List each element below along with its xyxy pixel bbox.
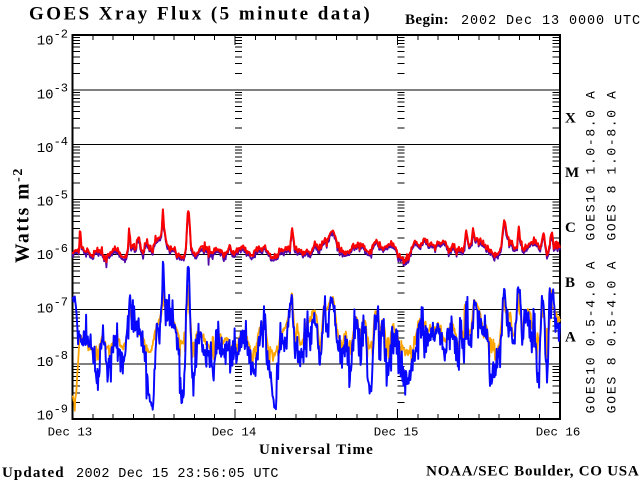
svg-text:B: B	[565, 275, 575, 291]
svg-text:C: C	[565, 220, 576, 236]
svg-text:Updated: Updated	[2, 465, 65, 480]
svg-text:2002 Dec 13 0000 UTC: 2002 Dec 13 0000 UTC	[461, 14, 640, 29]
svg-text:A: A	[565, 330, 576, 346]
svg-text:Dec 15: Dec 15	[374, 426, 419, 440]
svg-text:Watts m-2: Watts m-2	[11, 167, 34, 263]
svg-text:GOES Xray Flux (5 minute data): GOES Xray Flux (5 minute data)	[29, 4, 372, 25]
svg-text:Begin:: Begin:	[405, 12, 449, 28]
svg-text:M: M	[565, 165, 579, 181]
svg-text:X: X	[565, 110, 576, 126]
svg-text:Dec 13: Dec 13	[48, 426, 93, 440]
svg-text:Dec 14: Dec 14	[212, 426, 257, 440]
svg-text:Dec 16: Dec 16	[536, 426, 581, 440]
svg-text:GOES10 0.5-4.0 A: GOES10 0.5-4.0 A	[584, 260, 599, 414]
svg-text:GOES 8 0.5-4.0 A: GOES 8 0.5-4.0 A	[605, 260, 620, 414]
svg-text:Universal Time: Universal Time	[259, 442, 374, 458]
svg-text:GOES 8 1.0-8.0 A: GOES 8 1.0-8.0 A	[605, 89, 620, 240]
svg-text:NOAA/SEC Boulder, CO USA: NOAA/SEC Boulder, CO USA	[426, 464, 639, 480]
svg-text:GOES10 1.0-8.0 A: GOES10 1.0-8.0 A	[584, 89, 599, 240]
svg-text:2002 Dec 15 23:56:05 UTC: 2002 Dec 15 23:56:05 UTC	[76, 467, 279, 480]
